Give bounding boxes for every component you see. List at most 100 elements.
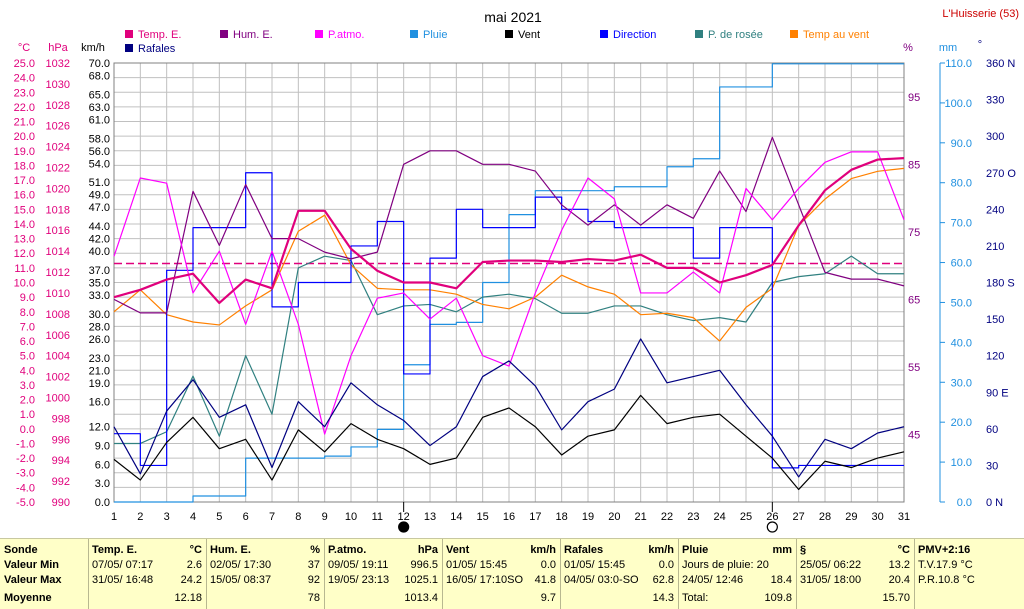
- dir-tick-label: 270 O: [986, 168, 1016, 180]
- dir-tick-label: 60: [986, 424, 998, 436]
- wind-tick-label: 28.0: [89, 321, 110, 333]
- temp-tick-label: -1.0: [16, 438, 35, 450]
- stats-date: 24/05/ 12:46: [682, 574, 744, 586]
- stats-value: 9.7: [540, 592, 556, 604]
- wind-tick-label: 44.0: [89, 221, 110, 233]
- legend-entry: Temp au vent: [803, 29, 869, 41]
- stats-date: Total:: [682, 592, 709, 604]
- wind-tick-label: 16.0: [89, 397, 110, 409]
- stats-date: 31/05/ 18:00: [800, 574, 862, 586]
- stats-unit: °C: [897, 544, 910, 556]
- press-tick-label: 990: [52, 497, 70, 509]
- x-tick-label: 2: [137, 511, 143, 523]
- series-line-vent: [113, 394, 905, 491]
- stats-value: 0.0: [658, 559, 674, 571]
- x-tick-label: 14: [450, 511, 462, 523]
- stats-header: Hum. E.: [210, 544, 251, 556]
- press-tick-label: 1014: [46, 246, 70, 258]
- series-line-pluie: [114, 63, 904, 503]
- stats-unit: hPa: [417, 544, 438, 556]
- dir-tick-label: 120: [986, 351, 1004, 363]
- legend-swatch: [315, 30, 323, 38]
- press-tick-label: 1024: [46, 142, 70, 154]
- stats-value: 20.4: [888, 574, 910, 586]
- temp-tick-label: -2.0: [16, 453, 35, 465]
- stats-row-label: Moyenne: [4, 592, 52, 604]
- rain-tick-label: 80.0: [951, 178, 972, 190]
- wind-tick-label: 33.0: [89, 290, 110, 302]
- legend-entry: Temp. E.: [138, 29, 181, 41]
- moon-full-icon: [766, 521, 778, 533]
- stats-pmv-row: T.V.17.9 °C: [918, 559, 973, 571]
- x-tick-label: 20: [608, 511, 620, 523]
- legend-entry: Vent: [518, 29, 540, 41]
- temp-tick-label: 12.0: [14, 248, 35, 260]
- stats-row-label: Valeur Max: [4, 574, 62, 586]
- x-tick-label: 3: [164, 511, 170, 523]
- legend-swatch: [220, 30, 228, 38]
- stats-value: 2.6: [186, 559, 202, 571]
- stats-date: 04/05/ 03:0-SO: [564, 574, 639, 586]
- wind-tick-label: 61.0: [89, 114, 110, 126]
- wind-tick-label: 56.0: [89, 146, 110, 158]
- hum-tick-label: 65: [908, 294, 920, 306]
- temp-tick-label: 14.0: [14, 219, 35, 231]
- stats-header: P.atmo.: [328, 544, 367, 556]
- x-tick-label: 16: [503, 511, 515, 523]
- temp-tick-label: 10.0: [14, 278, 35, 290]
- stats-date: 09/05/ 19:11: [328, 559, 389, 571]
- press-tick-label: 1002: [46, 372, 70, 384]
- wind-tick-label: 3.0: [95, 478, 110, 490]
- x-tick-label: 7: [269, 511, 275, 523]
- x-tick-label: 8: [295, 511, 301, 523]
- legend-entry: P.atmo.: [328, 29, 365, 41]
- stats-unit: km/h: [530, 544, 556, 556]
- wind-tick-label: 19.0: [89, 378, 110, 390]
- moon-marks: [398, 502, 778, 533]
- stats-header: §: [800, 544, 807, 556]
- series-line-p-atmo: [113, 151, 905, 435]
- press-tick-label: 1032: [46, 58, 70, 70]
- x-tick-label: 21: [635, 511, 647, 523]
- stats-date: 07/05/ 07:17: [92, 559, 154, 571]
- wind-tick-label: 70.0: [89, 58, 110, 70]
- series-line-rafales: [113, 338, 905, 478]
- temp-tick-label: 7.0: [20, 321, 35, 333]
- temp-tick-label: 16.0: [14, 190, 35, 202]
- press-tick-label: 1028: [46, 100, 70, 112]
- x-tick-label: 28: [819, 511, 831, 523]
- stats-header: Vent: [446, 544, 470, 556]
- stats-value: 13.2: [888, 559, 910, 571]
- stats-date: 25/05/ 06:22: [800, 559, 862, 571]
- press-tick-label: 1030: [46, 79, 70, 91]
- x-tick-label: 6: [243, 511, 249, 523]
- wind-tick-label: 26.0: [89, 334, 110, 346]
- wind-tick-label: 63.0: [89, 102, 110, 114]
- station-name: L'Huisserie (53): [942, 8, 1019, 20]
- x-tick-label: 22: [661, 511, 673, 523]
- stats-header: Pluie: [682, 544, 709, 556]
- press-tick-label: 1022: [46, 163, 70, 175]
- legend-swatch: [505, 30, 513, 38]
- stats-date: 02/05/ 17:30: [210, 559, 272, 571]
- x-tick-label: 1: [111, 511, 117, 523]
- legend-swatch: [410, 30, 418, 38]
- series-line-temp-e: [113, 157, 905, 305]
- moon-new-icon: [398, 521, 410, 533]
- temp-tick-label: 20.0: [14, 131, 35, 143]
- press-tick-label: 996: [52, 434, 70, 446]
- stats-col-wind: Vent km/h 01/05/ 15:45 0.0 16/05/ 17:10SO 41.…: [442, 539, 561, 609]
- x-tick-label: 24: [714, 511, 726, 523]
- stats-table: Sonde Valeur Min Valeur Max Moyenne Temp…: [0, 538, 1024, 609]
- stats-value: 1013.4: [404, 592, 438, 604]
- wind-tick-label: 58.0: [89, 133, 110, 145]
- temp-tick-label: 11.0: [14, 263, 35, 275]
- legend-entry: Pluie: [423, 29, 447, 41]
- wind-tick-label: 12.0: [89, 422, 110, 434]
- stats-value: 78: [307, 592, 320, 604]
- stats-date: 15/05/ 08:37: [210, 574, 272, 586]
- press-tick-label: 1000: [46, 392, 70, 404]
- x-tick-label: 18: [556, 511, 568, 523]
- wind-tick-label: 0.0: [95, 497, 110, 509]
- stats-value: 14.3: [652, 592, 674, 604]
